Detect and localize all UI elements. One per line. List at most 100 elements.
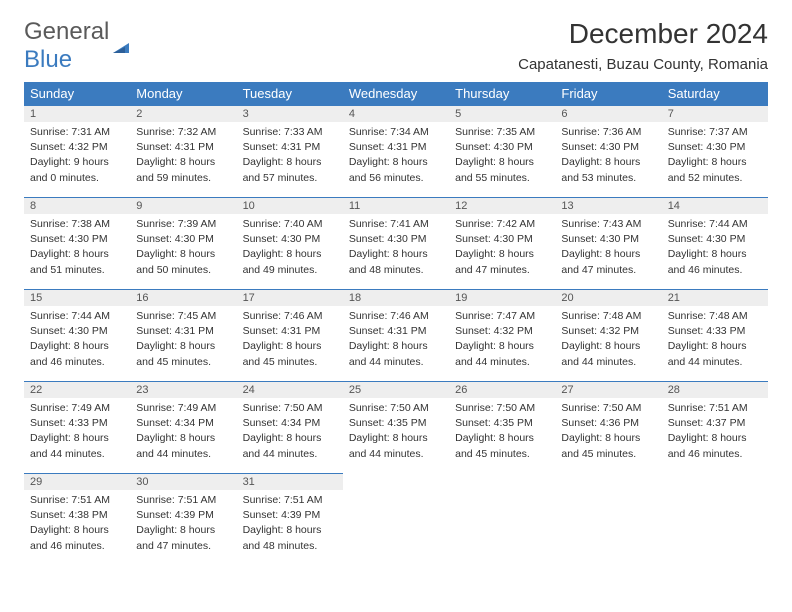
sunset-text: Sunset: 4:30 PM: [30, 324, 124, 338]
sunrise-text: Sunrise: 7:46 AM: [349, 309, 443, 323]
sunrise-text: Sunrise: 7:44 AM: [668, 217, 762, 231]
day-body: Sunrise: 7:39 AMSunset: 4:30 PMDaylight:…: [130, 214, 236, 284]
day-number: 21: [662, 289, 768, 306]
daylight-text-1: Daylight: 8 hours: [455, 431, 549, 445]
day-body: Sunrise: 7:50 AMSunset: 4:36 PMDaylight:…: [555, 398, 661, 468]
daylight-text-2: and 44 minutes.: [349, 355, 443, 369]
day-body: Sunrise: 7:51 AMSunset: 4:39 PMDaylight:…: [130, 490, 236, 560]
calendar-day-cell: 13Sunrise: 7:43 AMSunset: 4:30 PMDayligh…: [555, 197, 661, 289]
title-block: December 2024 Capatanesti, Buzau County,…: [518, 18, 768, 73]
sunrise-text: Sunrise: 7:46 AM: [243, 309, 337, 323]
calendar-day-cell: 17Sunrise: 7:46 AMSunset: 4:31 PMDayligh…: [237, 289, 343, 381]
column-header: Thursday: [449, 82, 555, 105]
location: Capatanesti, Buzau County, Romania: [518, 56, 768, 73]
daylight-text-2: and 45 minutes.: [243, 355, 337, 369]
daylight-text-1: Daylight: 8 hours: [668, 339, 762, 353]
daylight-text-2: and 44 minutes.: [30, 447, 124, 461]
sunrise-text: Sunrise: 7:32 AM: [136, 125, 230, 139]
month-title: December 2024: [518, 18, 768, 50]
daylight-text-1: Daylight: 8 hours: [136, 523, 230, 537]
calendar-day-cell: 30Sunrise: 7:51 AMSunset: 4:39 PMDayligh…: [130, 473, 236, 565]
daylight-text-1: Daylight: 8 hours: [30, 523, 124, 537]
day-number: 30: [130, 473, 236, 490]
sunrise-text: Sunrise: 7:37 AM: [668, 125, 762, 139]
daylight-text-1: Daylight: 8 hours: [30, 339, 124, 353]
daylight-text-1: Daylight: 8 hours: [136, 155, 230, 169]
day-body: Sunrise: 7:33 AMSunset: 4:31 PMDaylight:…: [237, 122, 343, 192]
daylight-text-2: and 0 minutes.: [30, 171, 124, 185]
sunrise-text: Sunrise: 7:34 AM: [349, 125, 443, 139]
day-body: Sunrise: 7:43 AMSunset: 4:30 PMDaylight:…: [555, 214, 661, 284]
daylight-text-2: and 59 minutes.: [136, 171, 230, 185]
logo-line1: General: [24, 18, 109, 45]
daylight-text-2: and 45 minutes.: [455, 447, 549, 461]
day-body: Sunrise: 7:40 AMSunset: 4:30 PMDaylight:…: [237, 214, 343, 284]
calendar-day-cell: [449, 473, 555, 565]
daylight-text-1: Daylight: 8 hours: [561, 431, 655, 445]
calendar-day-cell: 11Sunrise: 7:41 AMSunset: 4:30 PMDayligh…: [343, 197, 449, 289]
daylight-text-1: Daylight: 8 hours: [349, 247, 443, 261]
day-number: 16: [130, 289, 236, 306]
daylight-text-1: Daylight: 8 hours: [561, 339, 655, 353]
daylight-text-1: Daylight: 8 hours: [349, 339, 443, 353]
calendar-day-cell: 31Sunrise: 7:51 AMSunset: 4:39 PMDayligh…: [237, 473, 343, 565]
day-body: Sunrise: 7:44 AMSunset: 4:30 PMDaylight:…: [24, 306, 130, 376]
calendar-day-cell: 5Sunrise: 7:35 AMSunset: 4:30 PMDaylight…: [449, 105, 555, 197]
sunrise-text: Sunrise: 7:50 AM: [243, 401, 337, 415]
calendar-day-cell: 4Sunrise: 7:34 AMSunset: 4:31 PMDaylight…: [343, 105, 449, 197]
sunset-text: Sunset: 4:34 PM: [136, 416, 230, 430]
day-body: Sunrise: 7:32 AMSunset: 4:31 PMDaylight:…: [130, 122, 236, 192]
sunset-text: Sunset: 4:30 PM: [349, 232, 443, 246]
daylight-text-2: and 44 minutes.: [668, 355, 762, 369]
daylight-text-2: and 45 minutes.: [136, 355, 230, 369]
logo: General Blue: [24, 18, 133, 74]
calendar-week-row: 1Sunrise: 7:31 AMSunset: 4:32 PMDaylight…: [24, 105, 768, 197]
calendar-day-cell: 15Sunrise: 7:44 AMSunset: 4:30 PMDayligh…: [24, 289, 130, 381]
day-number: 24: [237, 381, 343, 398]
daylight-text-1: Daylight: 8 hours: [243, 431, 337, 445]
daylight-text-1: Daylight: 8 hours: [561, 247, 655, 261]
sunset-text: Sunset: 4:39 PM: [243, 508, 337, 522]
day-number: 11: [343, 197, 449, 214]
calendar-day-cell: 7Sunrise: 7:37 AMSunset: 4:30 PMDaylight…: [662, 105, 768, 197]
day-body: Sunrise: 7:45 AMSunset: 4:31 PMDaylight:…: [130, 306, 236, 376]
daylight-text-2: and 44 minutes.: [349, 447, 443, 461]
daylight-text-1: Daylight: 8 hours: [455, 339, 549, 353]
sunset-text: Sunset: 4:31 PM: [349, 140, 443, 154]
calendar-day-cell: 10Sunrise: 7:40 AMSunset: 4:30 PMDayligh…: [237, 197, 343, 289]
day-body: Sunrise: 7:36 AMSunset: 4:30 PMDaylight:…: [555, 122, 661, 192]
column-header: Tuesday: [237, 82, 343, 105]
day-body: Sunrise: 7:51 AMSunset: 4:37 PMDaylight:…: [662, 398, 768, 468]
logo-line2: Blue: [24, 46, 72, 73]
sunset-text: Sunset: 4:36 PM: [561, 416, 655, 430]
sunrise-text: Sunrise: 7:49 AM: [30, 401, 124, 415]
calendar-day-cell: 16Sunrise: 7:45 AMSunset: 4:31 PMDayligh…: [130, 289, 236, 381]
column-header: Monday: [130, 82, 236, 105]
calendar-day-cell: 12Sunrise: 7:42 AMSunset: 4:30 PMDayligh…: [449, 197, 555, 289]
daylight-text-2: and 47 minutes.: [455, 263, 549, 277]
sunrise-text: Sunrise: 7:51 AM: [243, 493, 337, 507]
sunrise-text: Sunrise: 7:49 AM: [136, 401, 230, 415]
daylight-text-2: and 50 minutes.: [136, 263, 230, 277]
day-number: 5: [449, 105, 555, 122]
column-header: Friday: [555, 82, 661, 105]
day-number: 23: [130, 381, 236, 398]
day-number: 26: [449, 381, 555, 398]
logo-arrow-icon: [111, 35, 133, 57]
day-body: Sunrise: 7:47 AMSunset: 4:32 PMDaylight:…: [449, 306, 555, 376]
day-number: 2: [130, 105, 236, 122]
calendar-day-cell: 6Sunrise: 7:36 AMSunset: 4:30 PMDaylight…: [555, 105, 661, 197]
sunset-text: Sunset: 4:35 PM: [455, 416, 549, 430]
daylight-text-1: Daylight: 8 hours: [455, 247, 549, 261]
day-number: 3: [237, 105, 343, 122]
calendar-day-cell: 19Sunrise: 7:47 AMSunset: 4:32 PMDayligh…: [449, 289, 555, 381]
day-number: 18: [343, 289, 449, 306]
day-number: 19: [449, 289, 555, 306]
day-body: Sunrise: 7:51 AMSunset: 4:39 PMDaylight:…: [237, 490, 343, 560]
daylight-text-2: and 56 minutes.: [349, 171, 443, 185]
daylight-text-2: and 48 minutes.: [243, 539, 337, 553]
sunset-text: Sunset: 4:31 PM: [136, 324, 230, 338]
sunset-text: Sunset: 4:30 PM: [668, 140, 762, 154]
sunrise-text: Sunrise: 7:50 AM: [349, 401, 443, 415]
sunset-text: Sunset: 4:32 PM: [561, 324, 655, 338]
